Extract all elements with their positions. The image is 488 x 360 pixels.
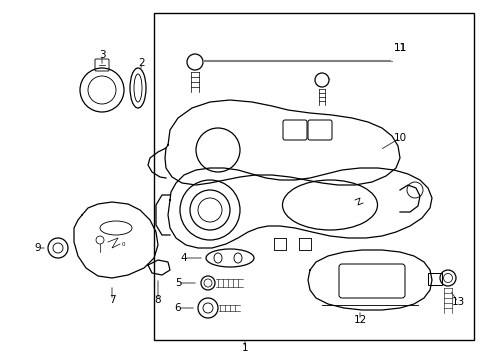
Text: 8: 8: [154, 295, 161, 305]
Bar: [154, 13, 473, 340]
Text: 0: 0: [122, 242, 125, 247]
Text: 11: 11: [392, 43, 406, 53]
Text: 4: 4: [181, 253, 187, 263]
Text: 1: 1: [241, 343, 248, 353]
Text: 5: 5: [174, 278, 181, 288]
Text: 2: 2: [139, 58, 145, 68]
Text: 13: 13: [450, 297, 464, 307]
Text: 3: 3: [99, 50, 105, 60]
Text: 9: 9: [35, 243, 41, 253]
Text: 10: 10: [393, 133, 406, 143]
Text: 12: 12: [353, 315, 366, 325]
Text: 11: 11: [392, 43, 406, 53]
Bar: [427, 273, 441, 285]
Text: 6: 6: [174, 303, 181, 313]
Text: 7: 7: [108, 295, 115, 305]
